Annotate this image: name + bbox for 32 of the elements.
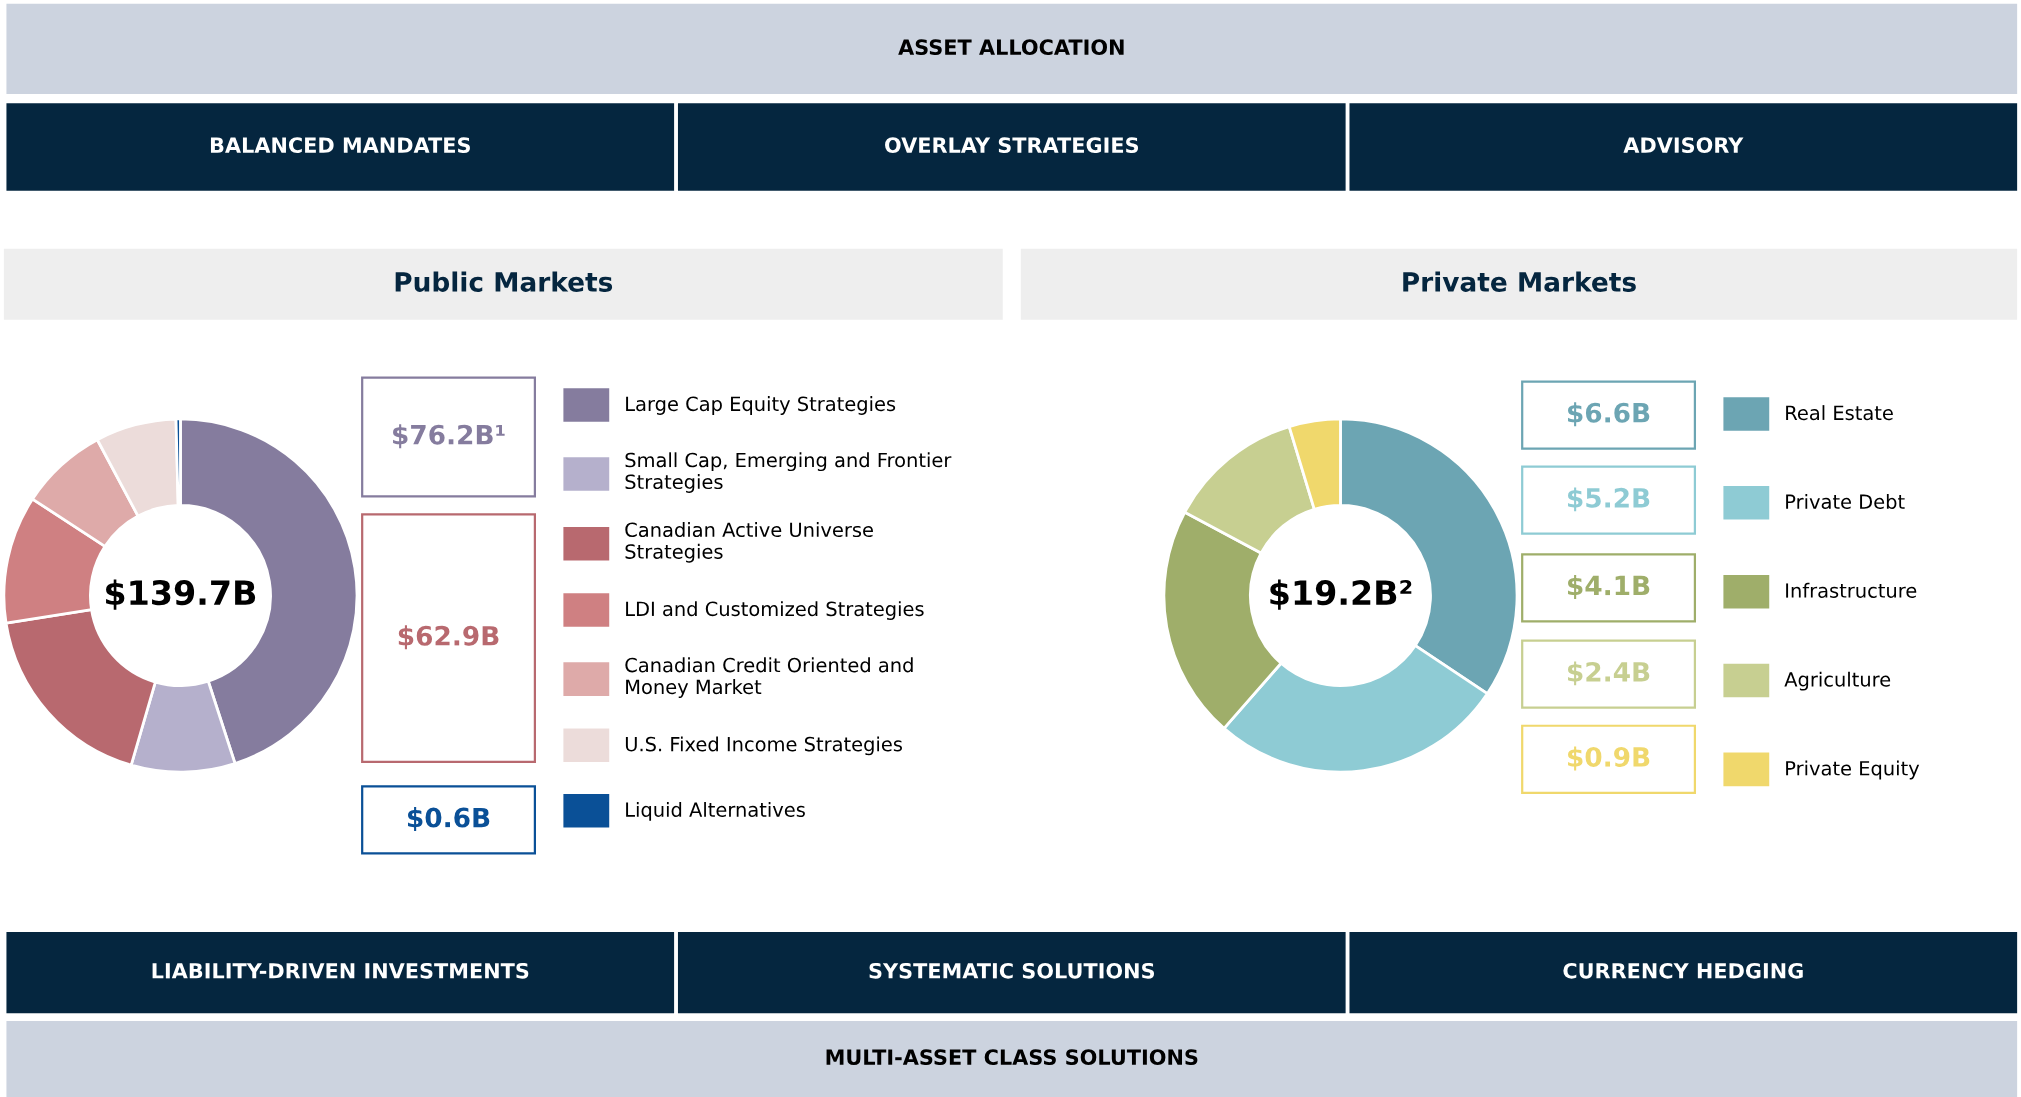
data-label: $6.6B bbox=[1568, 402, 1650, 427]
legend-label: Canadian Active Universe Strategies bbox=[625, 522, 873, 563]
text: SYSTEMATIC SOLUTIONS bbox=[869, 962, 1155, 979]
text: BALANCED MANDATES bbox=[210, 137, 470, 153]
text: ASSET ALLOCATION bbox=[898, 39, 1124, 56]
text: CURRENCY HEDGING bbox=[1563, 962, 1803, 979]
data-label: $0.9B bbox=[1568, 746, 1650, 771]
text: $139.7B bbox=[106, 579, 256, 610]
text: $19.2B² bbox=[1270, 579, 1412, 610]
text: $76.2B¹ bbox=[393, 424, 505, 449]
legend-label: Private Debt bbox=[1786, 493, 1905, 510]
text: $0.6B bbox=[407, 807, 490, 832]
legend-label: Liquid Alternatives bbox=[626, 801, 805, 821]
data-label: $4.1B bbox=[1568, 575, 1650, 599]
text: $62.9B bbox=[398, 625, 499, 650]
chart-title: Private Markets bbox=[1403, 271, 1636, 292]
legend-label: Agriculture bbox=[1784, 671, 1891, 691]
text: ADVISORY bbox=[1623, 137, 1744, 153]
legend-label: Small Cap, Emerging and Frontier Strategies bbox=[625, 452, 952, 493]
legend-label: Private Equity bbox=[1786, 760, 1920, 780]
legend-label: LDI and Customized Strategies bbox=[626, 601, 924, 620]
legend-label: Infrastructure bbox=[1786, 582, 1917, 598]
text: MULTI-ASSET CLASS SOLUTIONS bbox=[826, 1049, 1198, 1066]
chart-title: Public Markets bbox=[395, 271, 613, 292]
legend-label: Canadian Credit Oriented and Money Market bbox=[625, 657, 913, 698]
legend-label: Large Cap Equity Strategies bbox=[626, 396, 896, 415]
text: LIABILITY-DRIVEN INVESTMENTS bbox=[152, 962, 529, 979]
legend-label: Real Estate bbox=[1786, 405, 1893, 421]
legend-label: U.S. Fixed Income Strategies bbox=[625, 736, 902, 756]
text: OVERLAY STRATEGIES bbox=[885, 137, 1139, 153]
data-label: $5.2B bbox=[1568, 487, 1650, 512]
data-label: $2.4B bbox=[1568, 661, 1650, 686]
